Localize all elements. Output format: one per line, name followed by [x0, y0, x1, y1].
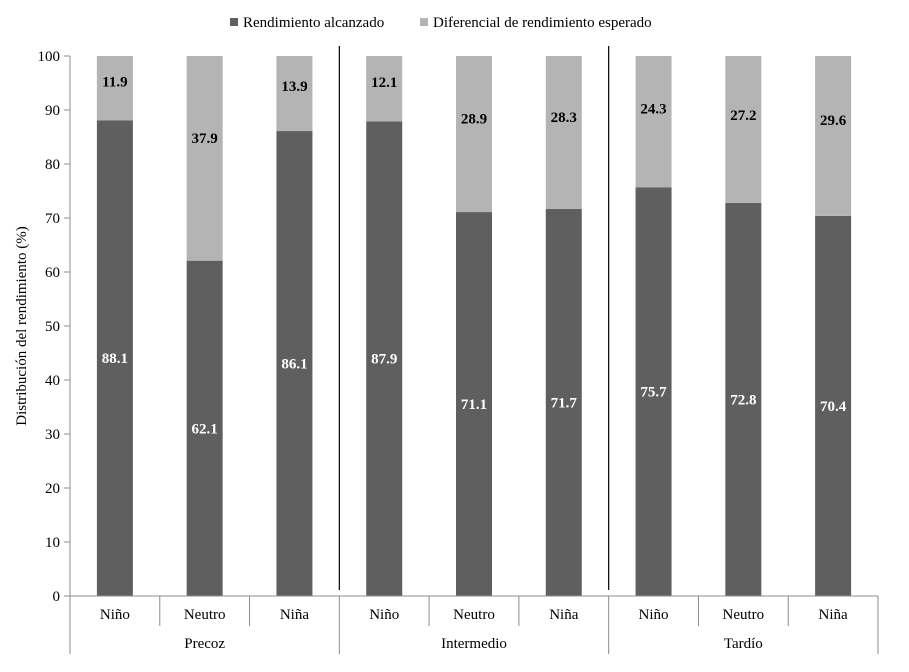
x-category-label: Niño	[369, 607, 399, 623]
x-group-label: Precoz	[184, 636, 225, 652]
y-axis: 0 10 20 30 40 50 60 70 80 90 100	[38, 49, 71, 605]
x-category-label: Niña	[549, 607, 579, 623]
bar-segment-achieved	[725, 202, 762, 596]
data-label-achieved: 86.1	[281, 357, 307, 373]
legend-label: Rendimiento alcanzado	[243, 15, 384, 31]
data-label-differential: 28.9	[461, 111, 487, 127]
y-axis-title: Distribución del rendimiento (%)	[14, 226, 30, 426]
data-label-achieved: 75.7	[640, 385, 667, 401]
data-label-achieved: 87.9	[371, 352, 397, 368]
x-category-label: Niña	[819, 607, 849, 623]
y-tick-label: 50	[45, 319, 60, 335]
bar-segment-differential	[635, 56, 672, 188]
data-label-differential: 28.3	[551, 110, 577, 126]
bar-segment-differential	[276, 56, 313, 132]
y-tick-label: 30	[45, 427, 60, 443]
chart-legend: Rendimiento alcanzado Diferencial de rend…	[230, 15, 652, 31]
bar-segment-achieved	[96, 120, 133, 596]
bar-segment-achieved	[456, 212, 492, 596]
data-label-differential: 13.9	[281, 79, 307, 95]
x-axis: Niño Neutro Niña Niño Neutro Niña Niño Neutro Ni…	[69, 595, 879, 654]
x-category-label: Neutro	[453, 607, 495, 623]
bar-segment-achieved	[366, 121, 403, 596]
data-label-achieved: 62.1	[192, 421, 218, 437]
legend-swatch	[230, 18, 238, 26]
bar-segment-achieved	[276, 131, 313, 596]
group-dividers	[338, 46, 610, 590]
bar-segment-achieved	[815, 215, 852, 596]
data-label-achieved: 71.1	[461, 397, 487, 413]
bar-segment-achieved	[186, 260, 223, 596]
x-group-label: Tardío	[724, 636, 763, 652]
bar-segment-differential	[725, 56, 762, 203]
bar-segment-differential	[815, 56, 852, 216]
bar-segment-differential	[545, 56, 582, 209]
y-tick-label: 100	[38, 49, 61, 65]
x-category-label: Neutro	[184, 607, 226, 623]
data-label-achieved: 71.7	[551, 395, 578, 411]
bar-segment-differential	[366, 56, 403, 122]
data-label-differential: 24.3	[640, 101, 666, 117]
legend-label: Diferencial de rendimiento esperado	[433, 15, 652, 31]
data-label-achieved: 72.8	[730, 392, 756, 408]
bar-segment-differential	[186, 56, 223, 261]
bar-segment-achieved	[545, 208, 582, 596]
bar-segment-achieved	[635, 187, 672, 596]
y-tick-label: 20	[45, 481, 60, 497]
data-label-achieved: 88.1	[102, 351, 128, 367]
data-label-differential: 11.9	[102, 75, 127, 91]
y-tick-label: 10	[45, 535, 60, 551]
y-tick-label: 90	[45, 103, 60, 119]
data-label-differential: 37.9	[192, 131, 218, 147]
x-group-label: Intermedio	[441, 636, 507, 652]
x-category-label: Niño	[100, 607, 130, 623]
data-label-achieved: 70.4	[820, 399, 847, 415]
y-tick-label: 40	[45, 373, 60, 389]
x-category-label: Niño	[639, 607, 669, 623]
bar-segment-differential	[456, 56, 492, 213]
y-tick-label: 70	[45, 211, 60, 227]
data-label-differential: 12.1	[371, 75, 397, 91]
legend-swatch	[420, 18, 428, 26]
bar-segment-differential	[96, 56, 133, 121]
y-tick-label: 60	[45, 265, 60, 281]
y-tick-label: 0	[53, 589, 61, 605]
data-label-differential: 29.6	[820, 113, 847, 129]
x-category-label: Niña	[280, 607, 310, 623]
y-tick-label: 80	[45, 157, 60, 173]
data-label-differential: 27.2	[730, 108, 756, 124]
x-category-label: Neutro	[723, 607, 765, 623]
bars-layer: 88.1 11.9 62.1 37.9 86.1 13.9 87.9 12.1 71.1 28.9…	[96, 56, 852, 596]
